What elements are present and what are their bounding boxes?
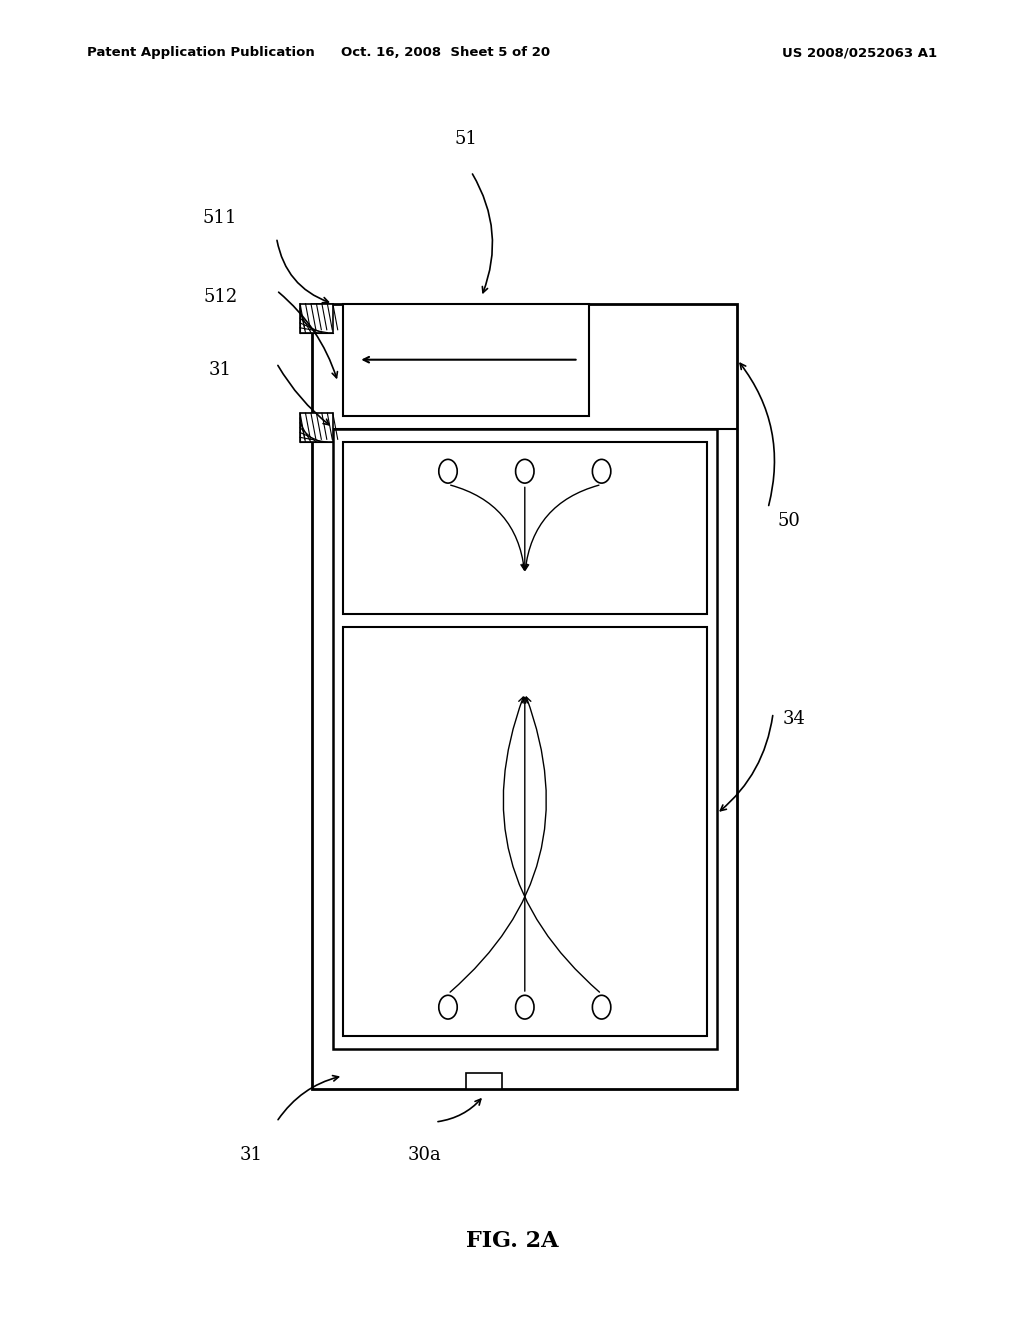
Bar: [343, 627, 707, 1036]
Text: US 2008/0252063 A1: US 2008/0252063 A1: [782, 46, 937, 59]
Text: 34: 34: [782, 710, 805, 729]
Text: 51: 51: [455, 129, 477, 148]
Text: 35: 35: [455, 552, 477, 570]
Bar: [343, 304, 589, 416]
Bar: [300, 413, 333, 442]
Text: 511: 511: [203, 209, 238, 227]
Bar: [312, 304, 737, 1089]
Text: 30a: 30a: [409, 1146, 441, 1164]
Text: Oct. 16, 2008  Sheet 5 of 20: Oct. 16, 2008 Sheet 5 of 20: [341, 46, 550, 59]
Bar: [333, 429, 717, 1049]
Text: Patent Application Publication: Patent Application Publication: [87, 46, 314, 59]
Text: 35: 35: [455, 836, 477, 854]
Bar: [343, 442, 707, 614]
Text: 31: 31: [240, 1146, 262, 1164]
Text: 50: 50: [777, 512, 800, 531]
Text: FIG. 2A: FIG. 2A: [466, 1230, 558, 1251]
Bar: [466, 1073, 502, 1089]
Text: 512: 512: [203, 288, 238, 306]
Text: 31: 31: [209, 360, 231, 379]
Bar: [300, 304, 333, 333]
